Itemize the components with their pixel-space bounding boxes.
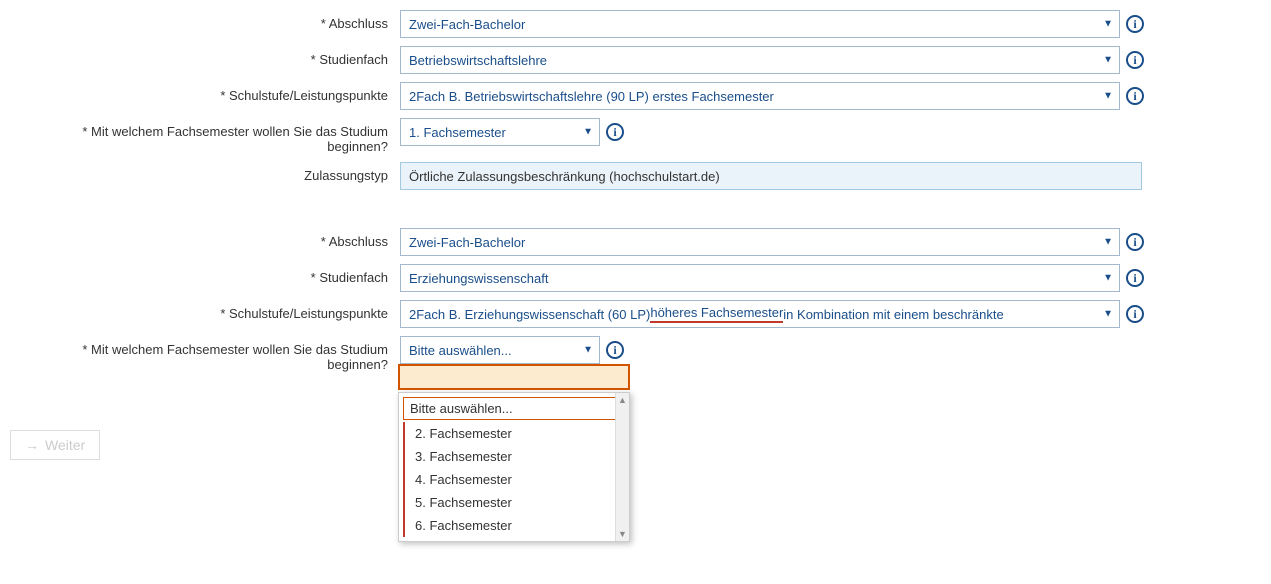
label-fachsemester-2: * Mit welchem Fachsemester wollen Sie da… [20,336,400,372]
select-value: 2Fach B. Betriebswirtschaftslehre (90 LP… [409,89,774,104]
select-value-highlight: höheres Fachsemester [650,305,783,323]
annotation-red-bar [403,445,405,468]
info-icon[interactable]: i [1126,15,1144,33]
row-abschluss-1: * Abschluss Zwei-Fach-Bachelor ▼ i [20,10,1251,38]
chevron-down-icon: ▼ [1103,91,1113,102]
label-zulassungstyp: Zulassungstyp [20,162,400,183]
row-zulassungstyp: Zulassungstyp Örtliche Zulassungsbeschrä… [20,162,1251,190]
form-section-2: * Abschluss Zwei-Fach-Bachelor ▼ i * Stu… [10,228,1261,390]
select-value: Erziehungswissenschaft [409,271,548,286]
label-abschluss-1: * Abschluss [20,10,400,31]
select-studienfach-1[interactable]: Betriebswirtschaftslehre ▼ [400,46,1120,74]
select-value-suffix: in Kombination mit einem beschränkte [783,307,1003,322]
chevron-down-icon: ▼ [583,127,593,138]
annotation-highlight-box [398,364,630,390]
scroll-up-icon: ▲ [616,393,629,407]
select-value: Betriebswirtschaftslehre [409,53,547,68]
label-fachsemester-1: * Mit welchem Fachsemester wollen Sie da… [20,118,400,154]
dropdown-scrollbar[interactable]: ▲ ▼ [615,393,629,541]
row-studienfach-1: * Studienfach Betriebswirtschaftslehre ▼… [20,46,1251,74]
dropdown-option-placeholder[interactable]: Bitte auswählen... [403,397,625,420]
chevron-down-icon: ▼ [1103,309,1113,320]
readonly-zulassungstyp: Örtliche Zulassungsbeschränkung (hochsch… [400,162,1142,190]
row-studienfach-2: * Studienfach Erziehungswissenschaft ▼ i [20,264,1251,292]
chevron-down-icon: ▼ [1103,237,1113,248]
info-icon[interactable]: i [1126,269,1144,287]
info-icon[interactable]: i [1126,51,1144,69]
dropdown-option[interactable]: 6. Fachsemester [399,514,629,537]
next-button[interactable]: → Weiter [10,430,100,460]
scroll-down-icon: ▼ [616,527,629,541]
annotation-red-bar [403,422,405,445]
select-value: Zwei-Fach-Bachelor [409,17,525,32]
dropdown-option[interactable]: 5. Fachsemester [399,491,629,514]
info-icon[interactable]: i [1126,87,1144,105]
select-schulstufe-1[interactable]: 2Fach B. Betriebswirtschaftslehre (90 LP… [400,82,1120,110]
chevron-down-icon: ▼ [1103,273,1113,284]
info-icon[interactable]: i [606,123,624,141]
select-abschluss-2[interactable]: Zwei-Fach-Bachelor ▼ [400,228,1120,256]
label-abschluss-2: * Abschluss [20,228,400,249]
info-icon[interactable]: i [1126,305,1144,323]
label-schulstufe-2: * Schulstufe/Leistungspunkte [20,300,400,321]
select-fachsemester-1[interactable]: 1. Fachsemester ▼ [400,118,600,146]
annotation-red-bar [403,468,405,491]
label-studienfach-2: * Studienfach [20,264,400,285]
select-value: 1. Fachsemester [409,125,506,140]
label-studienfach-1: * Studienfach [20,46,400,67]
next-button-label: Weiter [45,437,85,453]
info-icon[interactable]: i [1126,233,1144,251]
chevron-down-icon: ▼ [1103,55,1113,66]
row-schulstufe-1: * Schulstufe/Leistungspunkte 2Fach B. Be… [20,82,1251,110]
row-schulstufe-2: * Schulstufe/Leistungspunkte 2Fach B. Er… [20,300,1251,328]
chevron-down-icon: ▼ [1103,19,1113,30]
dropdown-option[interactable]: 2. Fachsemester [399,422,629,445]
select-studienfach-2[interactable]: Erziehungswissenschaft ▼ [400,264,1120,292]
select-schulstufe-2[interactable]: 2Fach B. Erziehungswissenschaft (60 LP) … [400,300,1120,328]
arrow-right-icon: → [25,437,39,453]
select-value: Bitte auswählen... [409,343,512,358]
row-fachsemester-2: * Mit welchem Fachsemester wollen Sie da… [20,336,1251,372]
dropdown-panel-fachsemester: Bitte auswählen... 2. Fachsemester 3. Fa… [398,392,630,542]
row-fachsemester-1: * Mit welchem Fachsemester wollen Sie da… [20,118,1251,154]
annotation-red-bar [403,491,405,514]
dropdown-option[interactable]: 4. Fachsemester [399,468,629,491]
form-section-1: * Abschluss Zwei-Fach-Bachelor ▼ i * Stu… [10,10,1261,208]
info-icon[interactable]: i [606,341,624,359]
chevron-down-icon: ▼ [583,345,593,356]
select-value: Zwei-Fach-Bachelor [409,235,525,250]
label-schulstufe-1: * Schulstufe/Leistungspunkte [20,82,400,103]
select-fachsemester-2[interactable]: Bitte auswählen... ▼ [400,336,600,364]
row-abschluss-2: * Abschluss Zwei-Fach-Bachelor ▼ i [20,228,1251,256]
select-abschluss-1[interactable]: Zwei-Fach-Bachelor ▼ [400,10,1120,38]
annotation-red-bar [403,514,405,537]
dropdown-option[interactable]: 3. Fachsemester [399,445,629,468]
select-value-prefix: 2Fach B. Erziehungswissenschaft (60 LP) [409,307,650,322]
